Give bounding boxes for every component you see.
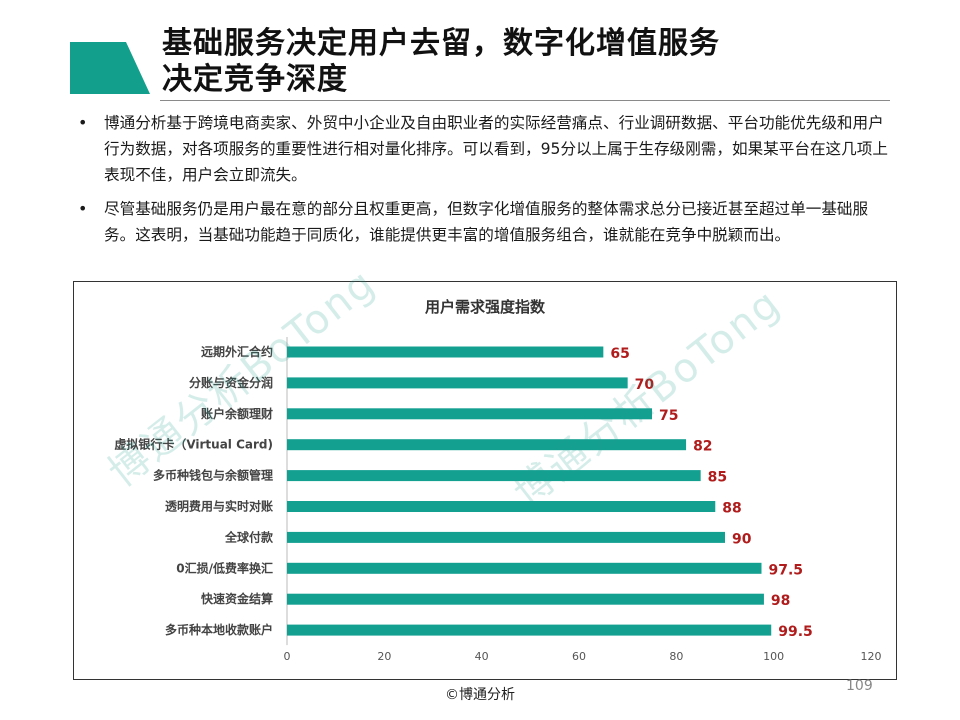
slide-title-line-2: 决定竞争深度	[162, 62, 348, 97]
category-label: 0汇损/低费率换汇	[176, 560, 273, 575]
slide-title-line-1: 基础服务决定用户去留，数字化增值服务	[162, 26, 720, 61]
x-tick-label: 40	[475, 650, 489, 663]
footer-copyright: ©博通分析	[445, 687, 515, 703]
bullet-item: • 博通分析基于跨境电商卖家、外贸中小企业及自由职业者的实际经营痛点、行业调研数…	[74, 110, 894, 188]
title-divider	[160, 100, 890, 101]
x-tick-label: 120	[861, 650, 882, 663]
bar	[287, 377, 628, 389]
category-label: 虚拟银行卡（Virtual Card)	[114, 437, 273, 452]
bar	[287, 624, 772, 636]
x-tick-label: 60	[572, 650, 586, 663]
bullet-dot-icon: •	[78, 113, 88, 132]
x-tick-label: 100	[763, 650, 784, 663]
bar	[287, 531, 725, 543]
data-label: 90	[732, 531, 752, 547]
bullet-text: 博通分析基于跨境电商卖家、外贸中小企业及自由职业者的实际经营痛点、行业调研数据、…	[104, 114, 888, 184]
bar	[287, 346, 604, 358]
data-label: 98	[771, 593, 790, 609]
bar	[287, 439, 687, 451]
bullet-dot-icon: •	[78, 199, 88, 218]
category-label: 账户余额理财	[201, 406, 273, 421]
data-label: 82	[693, 439, 712, 455]
bar	[287, 408, 652, 420]
category-label: 远期外汇合约	[201, 344, 273, 359]
data-label: 88	[722, 501, 741, 517]
slide-title: 基础服务决定用户去留，数字化增值服务 决定竞争深度	[162, 26, 922, 98]
chart-title: 用户需求强度指数	[425, 298, 546, 316]
data-label: 85	[708, 470, 727, 486]
bar	[287, 470, 701, 482]
category-label: 透明费用与实时对账	[165, 499, 273, 514]
bar	[287, 593, 764, 605]
x-tick-label: 0	[284, 650, 291, 663]
bar-chart: 用户需求强度指数远期外汇合约 65 分账与资金分润 70 账户余额理财 75 虚拟银行卡（V…	[73, 260, 897, 680]
category-label: 全球付款	[224, 529, 274, 544]
category-label: 多币种钱包与余额管理	[153, 468, 273, 483]
title-accent-shape	[70, 42, 150, 94]
bar	[287, 501, 716, 512]
category-label: 多币种本地收款账户	[165, 622, 273, 637]
bar	[287, 562, 762, 574]
x-tick-label: 80	[669, 650, 683, 663]
data-label: 75	[659, 408, 678, 424]
bullet-item: • 尽管基础服务仍是用户最在意的部分且权重更高，但数字化增值服务的整体需求总分已…	[74, 196, 894, 248]
x-tick-label: 20	[377, 650, 391, 663]
page-number: 109	[846, 678, 873, 694]
bullet-list: • 博通分析基于跨境电商卖家、外贸中小企业及自由职业者的实际经营痛点、行业调研数…	[74, 110, 894, 256]
data-label: 97.5	[769, 562, 804, 578]
bullet-text: 尽管基础服务仍是用户最在意的部分且权重更高，但数字化增值服务的整体需求总分已接近…	[104, 200, 869, 244]
data-label: 99.5	[778, 624, 813, 640]
category-label: 分账与资金分润	[189, 375, 273, 390]
data-label: 70	[635, 377, 655, 393]
category-label: 快速资金结算	[201, 591, 273, 606]
data-label: 65	[610, 346, 629, 362]
